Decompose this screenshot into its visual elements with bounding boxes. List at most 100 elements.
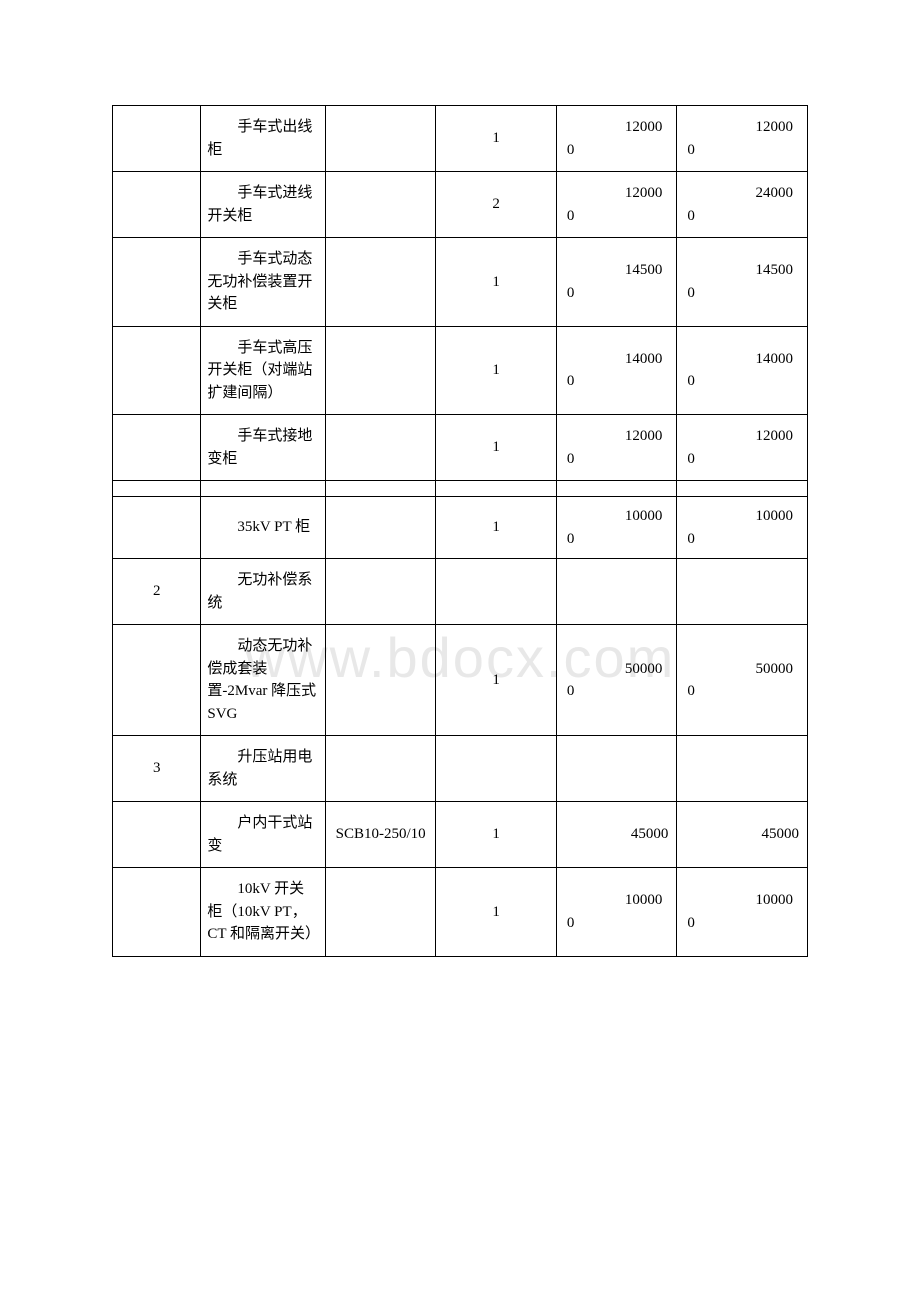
- model-cell: [325, 415, 435, 481]
- total-price-cell: 100000: [677, 497, 808, 559]
- description-cell: 动态无功补偿成套装置-2Mvar 降压式 SVG: [201, 625, 326, 736]
- quantity-cell: 1: [436, 106, 557, 172]
- unit-price-cell: 100000: [556, 868, 677, 957]
- index-cell: [113, 106, 201, 172]
- equipment-table: 手车式出线柜1120000120000手车式进线开关柜2120000240000…: [112, 105, 808, 957]
- table-row: 手车式动态无功补偿装置开关柜1145000145000: [113, 238, 808, 327]
- price-sub: 0: [563, 370, 671, 393]
- model-cell: SCB10-250/10: [325, 802, 435, 868]
- total-value: 10000: [683, 889, 801, 912]
- table-row: 10kV 开关柜（10kV PT，CT 和隔离开关）1100000100000: [113, 868, 808, 957]
- model-cell: [325, 868, 435, 957]
- unit-price-cell: 140000: [556, 326, 677, 415]
- table-row: 手车式进线开关柜 2120000240000: [113, 172, 808, 238]
- quantity-cell: 1: [436, 868, 557, 957]
- model-cell: [325, 559, 435, 625]
- table-row: 2无功补偿系统: [113, 559, 808, 625]
- total-value: 14500: [683, 259, 801, 282]
- price-sub: 0: [563, 282, 671, 305]
- index-cell: 3: [113, 736, 201, 802]
- unit-price-cell: 120000: [556, 415, 677, 481]
- total-price-cell: [677, 559, 808, 625]
- quantity-cell: 2: [436, 172, 557, 238]
- total-sub: 0: [683, 448, 801, 471]
- index-cell: [113, 326, 201, 415]
- quantity-cell: 1: [436, 802, 557, 868]
- table-row: [113, 481, 808, 497]
- total-sub: 0: [683, 282, 801, 305]
- table-row: 户内干式站变SCB10-250/1014500045000: [113, 802, 808, 868]
- model-cell: [325, 625, 435, 736]
- total-sub: 0: [683, 680, 801, 703]
- description-cell: 升压站用电系统: [201, 736, 326, 802]
- total-value: 14000: [683, 348, 801, 371]
- description-cell: 手车式动态无功补偿装置开关柜: [201, 238, 326, 327]
- quantity-cell: 1: [436, 326, 557, 415]
- quantity-cell: 1: [436, 238, 557, 327]
- description-cell: 手车式出线柜: [201, 106, 326, 172]
- total-price-cell: 145000: [677, 238, 808, 327]
- total-price-cell: 45000: [677, 802, 808, 868]
- description-cell: 手车式高压开关柜（对端站扩建间隔）: [201, 326, 326, 415]
- price-sub: 0: [563, 139, 671, 162]
- total-price-cell: 100000: [677, 868, 808, 957]
- price-sub: 0: [563, 205, 671, 228]
- index-cell: [113, 625, 201, 736]
- description-cell: 10kV 开关柜（10kV PT，CT 和隔离开关）: [201, 868, 326, 957]
- index-cell: [113, 415, 201, 481]
- price-value: 10000: [563, 505, 671, 528]
- spacer-cell: [556, 481, 677, 497]
- model-cell: [325, 736, 435, 802]
- unit-price-cell: 45000: [556, 802, 677, 868]
- model-cell: [325, 172, 435, 238]
- price-sub: 0: [563, 528, 671, 551]
- table-row: 35kV PT 柜1100000100000: [113, 497, 808, 559]
- unit-price-cell: 100000: [556, 497, 677, 559]
- total-sub: 0: [683, 139, 801, 162]
- price-sub: 0: [563, 448, 671, 471]
- total-sub: 0: [683, 912, 801, 935]
- unit-price-cell: 120000: [556, 106, 677, 172]
- index-cell: [113, 868, 201, 957]
- total-value: 12000: [683, 425, 801, 448]
- price-value: 14000: [563, 348, 671, 371]
- quantity-cell: 1: [436, 497, 557, 559]
- unit-price-cell: [556, 559, 677, 625]
- quantity-cell: [436, 559, 557, 625]
- spacer-cell: [436, 481, 557, 497]
- model-cell: [325, 326, 435, 415]
- index-cell: [113, 238, 201, 327]
- total-value: 50000: [683, 658, 801, 681]
- index-cell: [113, 802, 201, 868]
- spacer-cell: [201, 481, 326, 497]
- price-value: 50000: [563, 658, 671, 681]
- model-cell: [325, 497, 435, 559]
- total-price-cell: 120000: [677, 415, 808, 481]
- description-cell: 手车式接地变柜: [201, 415, 326, 481]
- description-cell: 无功补偿系统: [201, 559, 326, 625]
- quantity-cell: 1: [436, 415, 557, 481]
- unit-price-cell: 500000: [556, 625, 677, 736]
- total-value: 12000: [683, 116, 801, 139]
- index-cell: [113, 497, 201, 559]
- price-value: 12000: [563, 116, 671, 139]
- price-value: 12000: [563, 425, 671, 448]
- quantity-cell: [436, 736, 557, 802]
- index-cell: 2: [113, 559, 201, 625]
- total-price-cell: 240000: [677, 172, 808, 238]
- price-value: 14500: [563, 259, 671, 282]
- unit-price-cell: 120000: [556, 172, 677, 238]
- total-sub: 0: [683, 370, 801, 393]
- table-row: 手车式接地变柜1120000120000: [113, 415, 808, 481]
- index-cell: [113, 172, 201, 238]
- total-value: 10000: [683, 505, 801, 528]
- spacer-cell: [325, 481, 435, 497]
- total-price-cell: 140000: [677, 326, 808, 415]
- spacer-cell: [677, 481, 808, 497]
- description-cell: 手车式进线开关柜: [201, 172, 326, 238]
- table-row: 3升压站用电系统: [113, 736, 808, 802]
- unit-price-cell: [556, 736, 677, 802]
- description-cell: 户内干式站变: [201, 802, 326, 868]
- table-row: 手车式出线柜1120000120000: [113, 106, 808, 172]
- quantity-cell: 1: [436, 625, 557, 736]
